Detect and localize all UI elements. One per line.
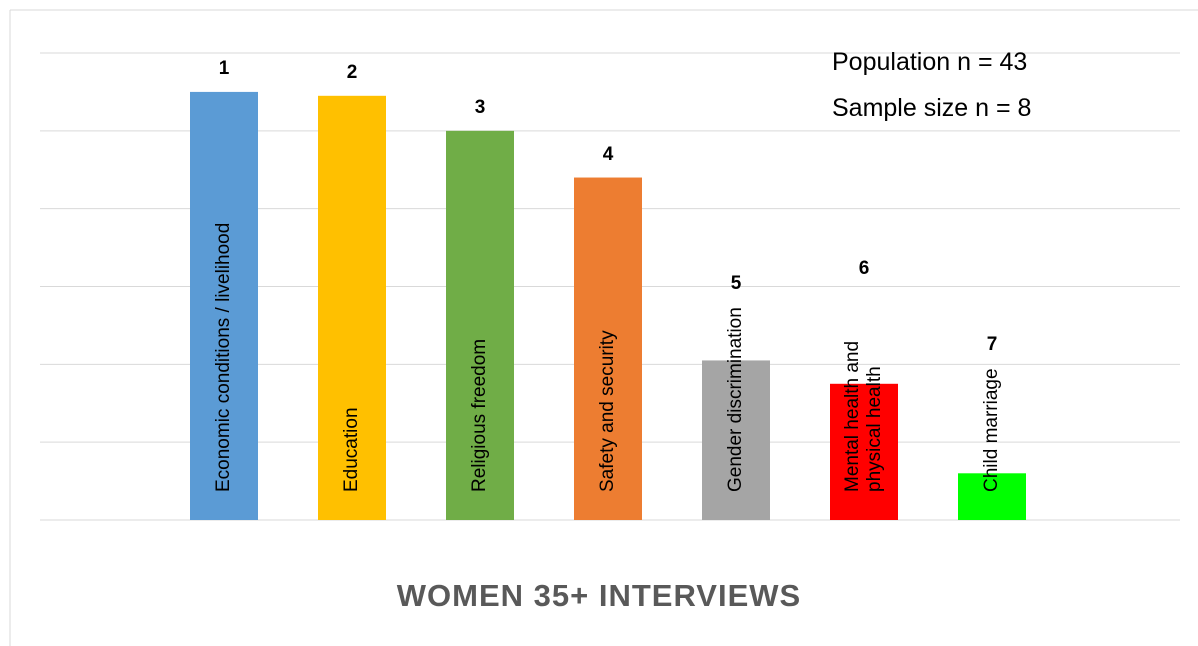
data-label: 6: [858, 258, 870, 279]
bar: [958, 473, 1026, 520]
bar: [702, 360, 770, 520]
chart-title: WOMEN 35+ INTERVIEWS: [396, 578, 802, 613]
annotation: Population n = 43: [832, 48, 1028, 76]
data-label: 5: [730, 273, 742, 294]
category-label: Religious freedom: [469, 338, 490, 492]
category-label: Education: [341, 407, 362, 492]
category-label: Mental health and physical health: [842, 340, 885, 492]
category-label: Economic conditions / livelihood: [213, 222, 234, 492]
category-label: Child marriage: [981, 368, 1002, 492]
bar: [574, 177, 642, 521]
bar: [446, 130, 514, 521]
bar: [190, 91, 258, 521]
bar: [318, 95, 386, 520]
category-label: Gender discrimination: [725, 307, 746, 492]
data-label: 4: [602, 143, 614, 165]
data-label: 7: [986, 334, 998, 355]
category-label: Safety and security: [597, 330, 618, 492]
data-label: 3: [474, 96, 486, 118]
data-label: 2: [346, 61, 358, 83]
annotation: Sample size n = 8: [832, 94, 1032, 122]
bar: [830, 383, 898, 520]
data-label: 1: [218, 57, 230, 79]
